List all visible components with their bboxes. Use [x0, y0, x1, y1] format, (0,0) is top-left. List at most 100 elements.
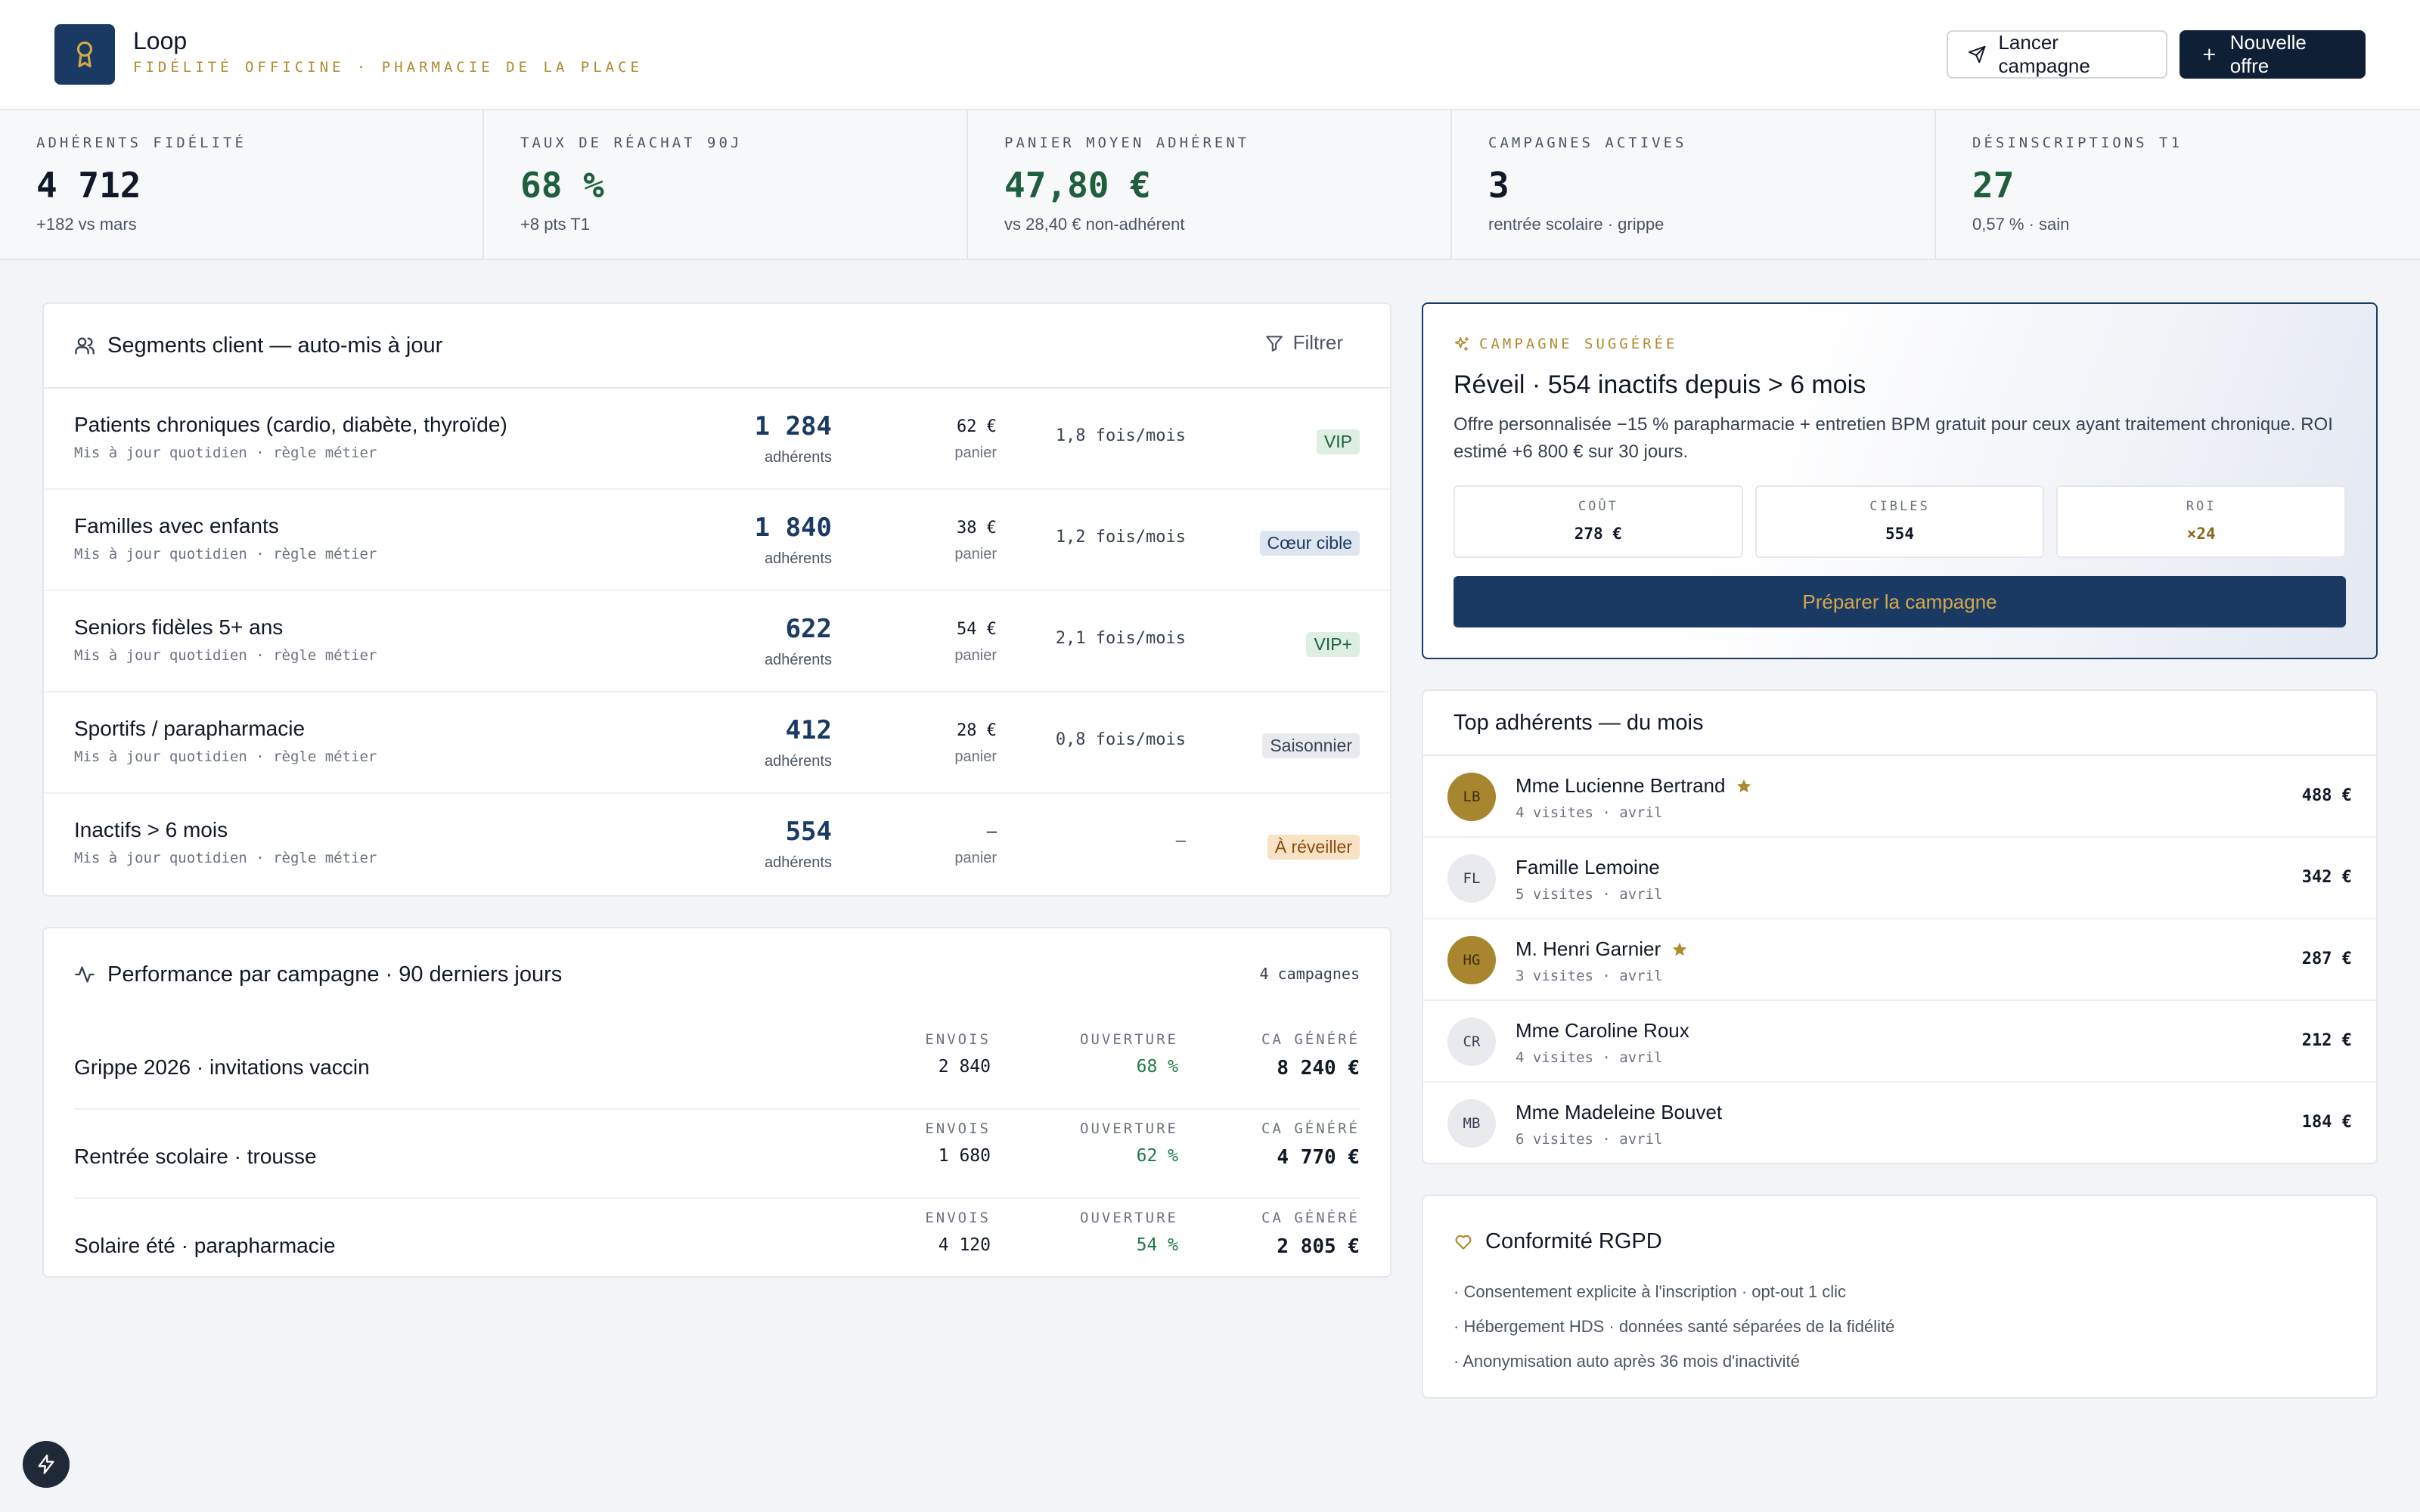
- sends-label: Envois: [925, 1031, 991, 1048]
- member-row[interactable]: MB Mme Madeleine Bouvet 6 visites · avri…: [1423, 1083, 2376, 1163]
- top-members-header: Top adhérents — du mois: [1423, 691, 2376, 756]
- segments-card: Segments client — auto-mis à jour Filtre…: [42, 302, 1392, 897]
- kpi-label: Taux de réachat 90j: [520, 135, 743, 151]
- sends-column: Envois 2 840: [925, 1031, 991, 1077]
- segment-basket-label: panier: [954, 445, 997, 461]
- kpi-note: +182 vs mars: [36, 215, 137, 234]
- segment-basket: 38 €: [957, 519, 997, 538]
- kpi-active-campaigns: Campagnes actives 3 rentrée scolaire · g…: [1452, 110, 1936, 259]
- segment-badge: À réveiller: [1267, 835, 1360, 860]
- gdpr-title: Conformité RGPD: [1485, 1229, 1662, 1253]
- filter-icon: [1265, 335, 1283, 352]
- segment-basket-label: panier: [954, 748, 997, 765]
- member-name-line: Famille Lemoine: [1516, 856, 1660, 879]
- member-amount: 488 €: [2301, 786, 2352, 805]
- suggested-title: Réveil · 554 inactifs depuis > 6 mois: [1454, 370, 1866, 399]
- open-rate-value: 62 %: [1136, 1146, 1178, 1166]
- app-name: Loop: [133, 27, 188, 54]
- stat-targets: Cibles 554: [1754, 485, 2045, 558]
- campaign-name: Solaire été · parapharmacie: [74, 1234, 336, 1257]
- open-rate-column: Ouverture 54 %: [1080, 1210, 1178, 1255]
- filter-label: Filtrer: [1292, 331, 1343, 354]
- segment-basket-label: panier: [954, 850, 997, 866]
- member-row[interactable]: LB Mme Lucienne Bertrand 4 visites · avr…: [1423, 756, 2376, 838]
- kpi-members: Adhérents fidélité 4 712 +182 vs mars: [0, 110, 484, 259]
- stat-label: Cibles: [1869, 499, 1930, 514]
- campaign-row[interactable]: Grippe 2026 · invitations vaccin Envois …: [74, 1021, 1360, 1110]
- app-logo[interactable]: [54, 24, 115, 85]
- new-offer-button[interactable]: Nouvelle offre: [2180, 30, 2366, 79]
- segment-frequency: 2,1 fois/mois: [1055, 629, 1186, 648]
- segment-count: 1 284: [754, 411, 832, 442]
- launch-campaign-button[interactable]: Lancer campagne: [1947, 30, 2167, 79]
- segment-name: Sportifs / parapharmacie: [74, 717, 306, 740]
- member-row[interactable]: CR Mme Caroline Roux 4 visites · avril 2…: [1423, 1001, 2376, 1083]
- star-icon: [1672, 942, 1687, 956]
- campaign-row[interactable]: Rentrée scolaire · trousse Envois 1 680 …: [74, 1110, 1360, 1199]
- segment-row[interactable]: Sportifs / parapharmacie Mis à jour quot…: [44, 692, 1390, 794]
- sparkles-icon: [1454, 336, 1469, 352]
- segments-header: Segments client — auto-mis à jour Filtre…: [44, 304, 1390, 389]
- segment-row[interactable]: Inactifs > 6 mois Mis à jour quotidien ·…: [44, 794, 1390, 895]
- kpi-note: +8 pts T1: [520, 215, 590, 234]
- segment-row[interactable]: Patients chroniques (cardio, diabète, th…: [44, 389, 1390, 490]
- stat-value: 554: [1885, 525, 1914, 543]
- sends-column: Envois 1 680: [925, 1120, 991, 1166]
- member-amount: 212 €: [2301, 1031, 2352, 1050]
- kpi-value: 4 712: [36, 165, 141, 206]
- segment-basket: 62 €: [957, 417, 997, 436]
- sends-value: 2 840: [938, 1057, 991, 1077]
- revenue-value: 8 240 €: [1277, 1057, 1360, 1080]
- member-name-line: Mme Madeleine Bouvet: [1516, 1101, 1722, 1124]
- filter-button[interactable]: Filtrer: [1264, 331, 1343, 355]
- performance-header: Performance par campagne · 90 derniers j…: [44, 928, 1390, 1021]
- gdpr-item: · Anonymisation auto après 36 mois d'ina…: [1454, 1352, 1800, 1371]
- gdpr-list: · Consentement explicite à l'inscription…: [1454, 1275, 1894, 1379]
- avatar: LB: [1447, 773, 1496, 821]
- gdpr-header: Conformité RGPD: [1454, 1229, 1662, 1254]
- campaign-name: Grippe 2026 · invitations vaccin: [74, 1055, 370, 1079]
- segment-badge: Saisonnier: [1262, 733, 1360, 758]
- member-row[interactable]: FL Famille Lemoine 5 visites · avril 342…: [1423, 838, 2376, 919]
- avatar: HG: [1447, 936, 1496, 984]
- kpi-unsubscribes: Désinscriptions T1 27 0,57 % · sain: [1936, 110, 2420, 259]
- segment-frequency: 1,2 fois/mois: [1055, 528, 1186, 547]
- campaign-row[interactable]: Solaire été · parapharmacie Envois 4 120…: [74, 1199, 1360, 1276]
- stat-label: ROI: [2186, 499, 2217, 514]
- campaign-name: Rentrée scolaire · trousse: [74, 1145, 317, 1168]
- segment-count-label: adhérents: [765, 449, 832, 466]
- avatar: FL: [1447, 854, 1496, 903]
- sends-label: Envois: [925, 1120, 991, 1137]
- segment-row[interactable]: Familles avec enfants Mis à jour quotidi…: [44, 490, 1390, 591]
- prepare-campaign-button[interactable]: Préparer la campagne: [1454, 576, 2346, 627]
- member-meta: 4 visites · avril: [1516, 1049, 1663, 1066]
- heart-icon: [1455, 1235, 1472, 1250]
- kpi-value: 27: [1972, 165, 2015, 206]
- sends-label: Envois: [925, 1210, 991, 1226]
- launch-campaign-label: Lancer campagne: [1998, 31, 2090, 77]
- award-icon: [76, 41, 93, 68]
- sends-value: 1 680: [938, 1146, 991, 1166]
- member-row[interactable]: HG M. Henri Garnier 3 visites · avril 28…: [1423, 919, 2376, 1001]
- top-members-card: Top adhérents — du mois LB Mme Lucienne …: [1422, 689, 2378, 1164]
- segment-frequency: 0,8 fois/mois: [1055, 730, 1186, 749]
- segment-row[interactable]: Seniors fidèles 5+ ans Mis à jour quotid…: [44, 591, 1390, 692]
- top-members-title: Top adhérents — du mois: [1454, 710, 1704, 735]
- segment-count-label: adhérents: [765, 652, 832, 668]
- stat-label: Coût: [1578, 499, 1618, 514]
- users-icon: [75, 337, 95, 355]
- segments-title: Segments client — auto-mis à jour: [107, 333, 443, 358]
- revenue-label: CA généré: [1261, 1210, 1360, 1226]
- sends-value: 4 120: [938, 1235, 991, 1255]
- segment-name: Inactifs > 6 mois: [74, 818, 228, 841]
- open-rate-label: Ouverture: [1080, 1031, 1178, 1048]
- kpi-value: 68 %: [520, 165, 604, 206]
- sends-column: Envois 4 120: [925, 1210, 991, 1255]
- activity-icon: [75, 966, 95, 983]
- star-icon: [1737, 779, 1751, 792]
- quick-action-button[interactable]: [23, 1441, 70, 1488]
- segment-meta: Mis à jour quotidien · règle métier: [74, 647, 377, 664]
- member-meta: 4 visites · avril: [1516, 804, 1663, 821]
- plus-icon: [2203, 48, 2216, 60]
- open-rate-value: 68 %: [1136, 1057, 1178, 1077]
